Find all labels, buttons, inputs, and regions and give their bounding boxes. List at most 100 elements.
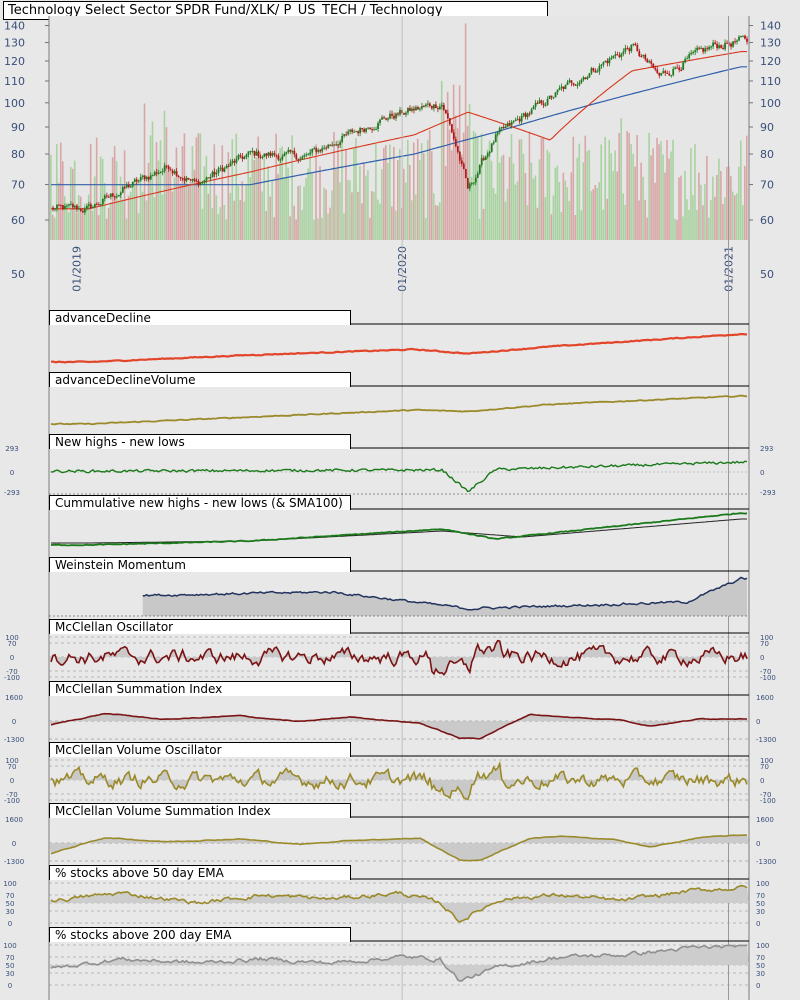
candle-body bbox=[411, 108, 413, 111]
indicator-tick-left: 70 bbox=[6, 892, 15, 900]
indicator-line bbox=[50, 834, 748, 862]
volume-bar bbox=[502, 154, 505, 240]
candle-body bbox=[586, 77, 589, 79]
indicator-tick-right: 30 bbox=[756, 908, 765, 916]
candle-body bbox=[265, 153, 268, 156]
candle-body bbox=[387, 118, 389, 120]
candle-body bbox=[512, 121, 515, 123]
candle-body bbox=[554, 92, 557, 98]
volume-bar bbox=[203, 166, 206, 240]
indicator-tick-left: -100 bbox=[4, 797, 20, 805]
candle-body bbox=[496, 132, 499, 135]
candle-body bbox=[52, 207, 54, 210]
candle-body bbox=[564, 85, 567, 90]
volume-bar bbox=[309, 148, 311, 240]
candle-body bbox=[193, 179, 196, 181]
indicator-tick-right: 100 bbox=[760, 634, 773, 642]
volume-bar bbox=[375, 143, 377, 240]
candle-body bbox=[85, 205, 88, 209]
candle-body bbox=[726, 42, 728, 44]
volume-bar bbox=[598, 181, 601, 240]
volume-bar bbox=[245, 184, 248, 240]
volume-bar bbox=[542, 137, 545, 240]
candle-body bbox=[466, 178, 469, 189]
candle-body bbox=[225, 165, 228, 169]
volume-bar bbox=[452, 84, 455, 240]
volume-bar bbox=[117, 200, 120, 240]
candle-body bbox=[740, 35, 742, 37]
candle-body bbox=[281, 156, 284, 160]
volume-bar bbox=[622, 193, 624, 240]
date-axis: 01/2019 01/2020 01/2021 bbox=[71, 246, 736, 292]
candle-body bbox=[626, 48, 629, 50]
candle-body bbox=[434, 104, 437, 108]
candle-body bbox=[333, 144, 336, 146]
price-tick-left: 80 bbox=[11, 148, 25, 161]
volume-bar bbox=[688, 209, 690, 240]
candle-body bbox=[127, 184, 130, 188]
volume-bar bbox=[325, 189, 327, 240]
candle-body bbox=[409, 108, 411, 111]
volume-bar bbox=[496, 133, 499, 240]
volume-bar bbox=[371, 191, 373, 240]
volume-bar bbox=[361, 203, 363, 240]
volume-bar bbox=[199, 133, 202, 240]
volume-bar bbox=[462, 132, 465, 240]
candle-body bbox=[736, 40, 738, 42]
volume-bar bbox=[742, 205, 744, 240]
candle-body bbox=[255, 151, 258, 156]
indicator-tick-right: 0 bbox=[760, 469, 764, 477]
candle-body bbox=[363, 128, 366, 132]
candle-body bbox=[438, 106, 441, 110]
candle-body bbox=[327, 144, 330, 148]
candle-body bbox=[111, 193, 114, 197]
candle-body bbox=[614, 54, 617, 56]
volume-bar bbox=[506, 188, 509, 240]
volume-bar bbox=[81, 211, 84, 240]
volume-bar bbox=[273, 217, 275, 240]
price-tick-right: 90 bbox=[760, 121, 774, 134]
volume-bar bbox=[191, 146, 194, 240]
candle-body bbox=[263, 153, 266, 157]
candle-body bbox=[423, 106, 425, 108]
indicator-area bbox=[142, 577, 747, 616]
candle-body bbox=[309, 152, 312, 155]
candle-body bbox=[536, 102, 539, 104]
indicator-tick-left: 50 bbox=[6, 900, 15, 908]
candle-body bbox=[694, 50, 697, 53]
candle-body bbox=[359, 128, 362, 134]
volume-bar bbox=[566, 187, 569, 240]
volume-bar bbox=[616, 171, 618, 240]
volume-bar bbox=[131, 185, 134, 240]
candle-body bbox=[440, 105, 443, 107]
volume-bar bbox=[520, 139, 523, 240]
candle-body bbox=[197, 181, 200, 186]
volume-bar bbox=[259, 151, 261, 240]
volume-bar bbox=[193, 169, 196, 240]
candle-body bbox=[594, 70, 597, 73]
volume-bar bbox=[626, 131, 628, 240]
volume-bar bbox=[718, 158, 720, 240]
volume-bar bbox=[221, 145, 224, 240]
candle-body bbox=[446, 113, 449, 119]
volume-bar bbox=[167, 171, 170, 240]
indicator-tick-right: 100 bbox=[756, 942, 769, 950]
candle-body bbox=[62, 205, 64, 210]
candle-body bbox=[421, 106, 423, 109]
candle-body bbox=[642, 54, 645, 57]
candle-body bbox=[526, 113, 529, 118]
indicator-tick-left: 100 bbox=[5, 634, 18, 642]
candle-body bbox=[169, 169, 172, 171]
volume-bar bbox=[468, 103, 471, 240]
volume-bar bbox=[530, 162, 533, 240]
candle-body bbox=[391, 113, 393, 116]
candle-body bbox=[604, 60, 607, 63]
volume-bar bbox=[514, 184, 517, 240]
volume-bar bbox=[313, 219, 315, 240]
volume-bar bbox=[454, 115, 457, 240]
volume-bar bbox=[393, 146, 395, 240]
candle-body bbox=[562, 86, 565, 90]
candle-body bbox=[189, 179, 192, 181]
candle-body bbox=[708, 46, 711, 50]
